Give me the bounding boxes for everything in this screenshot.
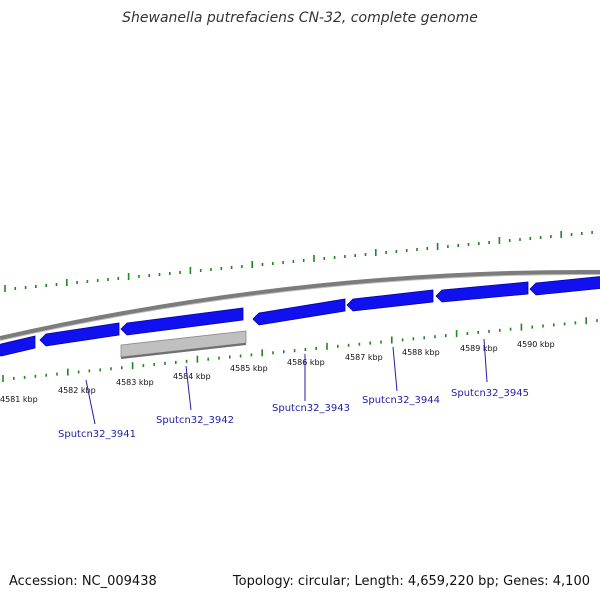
genome-title: Shewanella putrefaciens CN-32, complete … [122,10,478,26]
topology-label: Topology: circular; Length: 4,659,220 bp… [232,574,590,589]
kbp-label: 4586 kbp [287,358,325,367]
gene-highlight [120,330,247,359]
genome-backbone [0,269,600,340]
kbp-label: 4590 kbp [517,340,555,349]
gene-leader-line [392,346,398,392]
gene-arrow [120,307,244,336]
gene-arrow [529,276,600,296]
kbp-label: 4583 kbp [116,378,154,387]
gene-label: Sputcn32_3943 [272,403,350,414]
gene-leader-line [185,365,192,411]
gene-label-group: Sputcn32_3941 Sputcn32_3942 Sputcn32_3943 S… [58,388,529,440]
gene-leader-group [85,338,488,425]
kbp-label: 4585 kbp [230,364,268,373]
gene-label: Sputcn32_3945 [451,388,529,399]
kbp-label: 4581 kbp [0,395,38,404]
gene-label: Sputcn32_3942 [156,415,234,426]
kbp-label-group: 4581 kbp 4582 kbp 4583 kbp 4584 kbp 4585 kbp… [0,340,555,404]
accession-label: Accession: NC_009438 [9,574,157,589]
gene-arrow [0,335,36,357]
gene-leader-line [483,338,488,383]
lower-tick-row [2,317,598,382]
kbp-label: 4582 kbp [58,386,96,395]
highlight-underline [120,343,247,359]
kbp-label: 4588 kbp [402,348,440,357]
gene-leader-line [85,379,96,425]
gene-label: Sputcn32_3941 [58,429,136,440]
kbp-label: 4587 kbp [345,353,383,362]
kbp-label: 4589 kbp [460,344,498,353]
gene-arrow [435,281,529,303]
gene-arrow [346,289,434,312]
upper-tick-row [4,231,593,292]
gene-label: Sputcn32_3944 [362,395,440,406]
kbp-label: 4584 kbp [173,372,211,381]
gene-track [0,276,600,357]
highlight-block [120,330,247,358]
gene-arrow [252,298,346,326]
gene-arrow [39,322,120,347]
